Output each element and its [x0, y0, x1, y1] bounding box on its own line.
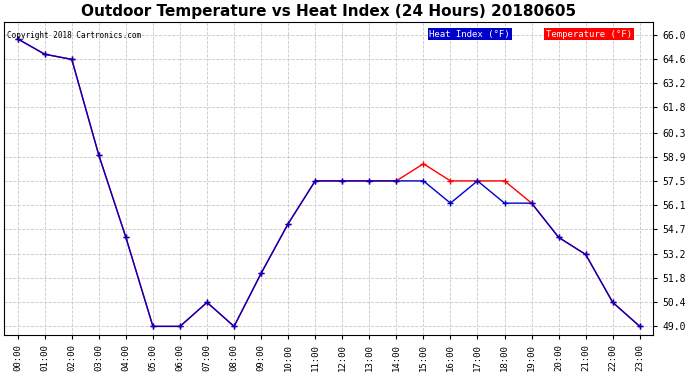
- Text: Heat Index (°F): Heat Index (°F): [429, 30, 510, 39]
- Text: Temperature (°F): Temperature (°F): [546, 30, 632, 39]
- Text: Copyright 2018 Cartronics.com: Copyright 2018 Cartronics.com: [8, 31, 141, 40]
- Title: Outdoor Temperature vs Heat Index (24 Hours) 20180605: Outdoor Temperature vs Heat Index (24 Ho…: [81, 4, 576, 19]
